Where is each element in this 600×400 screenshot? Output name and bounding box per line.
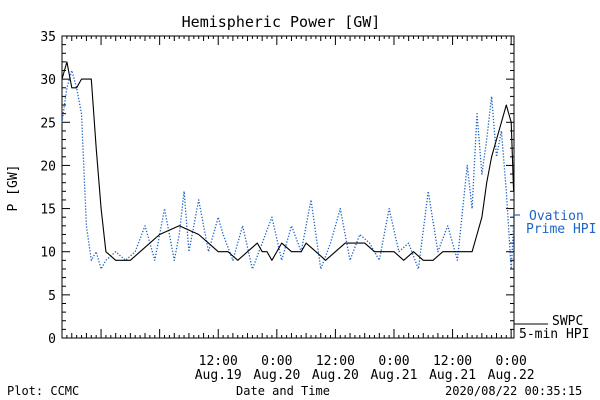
x-tick-label-date: Aug.21 <box>370 368 417 383</box>
y-tick-label: 25 <box>40 116 56 131</box>
legend-swpc: SWPC 5-min HPI <box>514 314 589 342</box>
y-axis: 0 5 10 15 20 25 30 35 <box>40 30 514 347</box>
y-tick-label: 35 <box>40 30 56 45</box>
x-tick-label-date: Aug.20 <box>312 368 359 383</box>
y-tick-label: 0 <box>48 332 56 347</box>
legend-swpc-line2: 5-min HPI <box>519 327 589 342</box>
x-axis-label: Date and Time <box>236 384 330 398</box>
chart-title: Hemispheric Power [GW] <box>182 13 381 31</box>
x-tick-label-time: 0:00 <box>495 354 526 369</box>
x-tick-label-date: Aug.21 <box>429 368 476 383</box>
x-tick-label-time: 12:00 <box>433 354 472 369</box>
y-tick-label: 30 <box>40 73 56 88</box>
x-tick-label-time: 12:00 <box>199 354 238 369</box>
x-tick-label-time: 0:00 <box>378 354 409 369</box>
plot-credit: Plot: CCMC <box>7 384 79 398</box>
legend-ovation-line1: Ovation <box>529 209 584 224</box>
legend-ovation-prime: Ovation Prime HPI <box>513 209 596 237</box>
y-tick-label: 20 <box>40 159 56 174</box>
plot-timestamp: 2020/08/22 00:35:15 <box>445 384 582 398</box>
x-tick-label-date: Aug.19 <box>195 368 242 383</box>
series-layer <box>61 61 515 270</box>
x-tick-label-date: Aug.22 <box>488 368 535 383</box>
series-ovation-line <box>61 69 515 270</box>
plot-frame <box>61 35 515 339</box>
series-swpc-line <box>61 61 515 261</box>
x-tick-label-time: 12:00 <box>316 354 355 369</box>
x-axis: 12:00Aug.190:00Aug.2012:00Aug.200:00Aug.… <box>61 36 535 383</box>
y-tick-label: 15 <box>40 203 56 218</box>
legend-ovation-line2: Prime HPI <box>526 222 596 237</box>
x-tick-label-time: 0:00 <box>261 354 292 369</box>
legend-swpc-line1: SWPC <box>552 314 583 329</box>
y-tick-label: 5 <box>48 289 56 304</box>
y-tick-label: 10 <box>40 246 56 261</box>
x-tick-label-date: Aug.20 <box>253 368 300 383</box>
y-axis-label: P [GW] <box>6 165 21 212</box>
